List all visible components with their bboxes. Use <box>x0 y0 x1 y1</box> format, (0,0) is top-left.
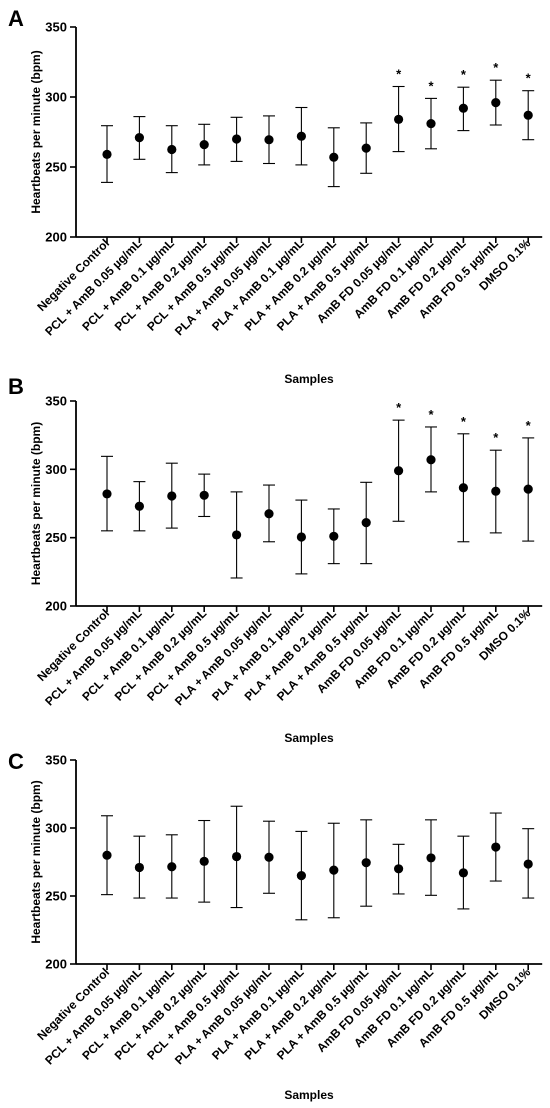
data-point <box>199 856 209 866</box>
significance-star: * <box>526 418 532 433</box>
data-point <box>134 862 144 873</box>
chart-panel-a: A 200 250 300 350 Heartbeats per minute (bpm)… <box>8 6 543 386</box>
y-tick-label: 300 <box>45 821 67 836</box>
data-point <box>296 532 306 542</box>
data-point <box>199 140 209 150</box>
data-point <box>199 490 209 500</box>
data-point <box>167 144 177 155</box>
data-point <box>167 491 177 501</box>
significance-star: * <box>493 430 499 445</box>
x-axis-title: Samples <box>284 1088 334 1102</box>
data-point <box>134 133 144 143</box>
y-axis-title: Heartbeats per minute (bpm) <box>29 780 43 943</box>
significance-star: * <box>526 71 532 86</box>
significance-star: * <box>428 78 434 93</box>
data-point <box>329 152 339 162</box>
y-tick-label: 350 <box>45 753 67 768</box>
y-tick-label: 200 <box>45 230 67 245</box>
data-point <box>491 486 501 496</box>
data-point <box>523 484 533 494</box>
data-point <box>232 530 242 540</box>
data-point <box>232 851 242 862</box>
data-point <box>426 853 436 863</box>
data-point <box>426 119 436 129</box>
y-axis-title: Heartbeats per minute (bpm) <box>29 422 43 585</box>
data-point <box>329 865 339 875</box>
y-tick-label: 200 <box>45 957 67 972</box>
y-tick-label: 350 <box>45 20 67 35</box>
y-axis-title: Heartbeats per minute (bpm) <box>29 50 43 213</box>
data-point <box>134 501 144 511</box>
data-point <box>296 131 306 141</box>
significance-star: * <box>396 400 402 415</box>
data-point <box>264 852 274 862</box>
y-tick-label: 250 <box>45 530 67 545</box>
data-point <box>394 864 404 874</box>
data-point <box>394 466 404 476</box>
y-tick-label: 300 <box>45 462 67 477</box>
data-point <box>102 850 112 860</box>
data-point <box>232 134 242 144</box>
data-point <box>102 149 112 159</box>
data-point <box>426 455 436 465</box>
data-point <box>264 509 274 519</box>
y-tick-label: 300 <box>45 90 67 105</box>
x-axis-title: Samples <box>284 372 334 386</box>
panel-letter: B <box>8 374 24 399</box>
data-point <box>394 114 404 124</box>
y-tick-label: 250 <box>45 889 67 904</box>
significance-star: * <box>428 407 434 422</box>
significance-star: * <box>396 67 402 82</box>
significance-star: * <box>461 414 467 429</box>
data-point <box>264 135 274 145</box>
data-point <box>296 871 306 881</box>
data-point <box>361 858 371 868</box>
data-point <box>458 483 468 493</box>
significance-star: * <box>461 67 467 82</box>
data-point <box>167 862 177 872</box>
data-point <box>458 868 468 878</box>
y-tick-label: 250 <box>45 160 67 175</box>
significance-star: * <box>493 60 499 75</box>
data-point <box>102 489 112 499</box>
data-point <box>491 98 501 108</box>
data-point <box>329 531 339 541</box>
data-point <box>523 859 533 869</box>
panel-letter: A <box>8 6 24 31</box>
data-point <box>361 143 371 153</box>
y-tick-label: 350 <box>45 394 67 409</box>
data-point <box>361 518 371 528</box>
data-point <box>491 842 501 852</box>
x-axis-title: Samples <box>284 731 334 745</box>
y-tick-label: 200 <box>45 599 67 614</box>
data-point <box>458 103 468 113</box>
panel-letter: C <box>8 749 24 774</box>
data-point <box>523 110 533 120</box>
